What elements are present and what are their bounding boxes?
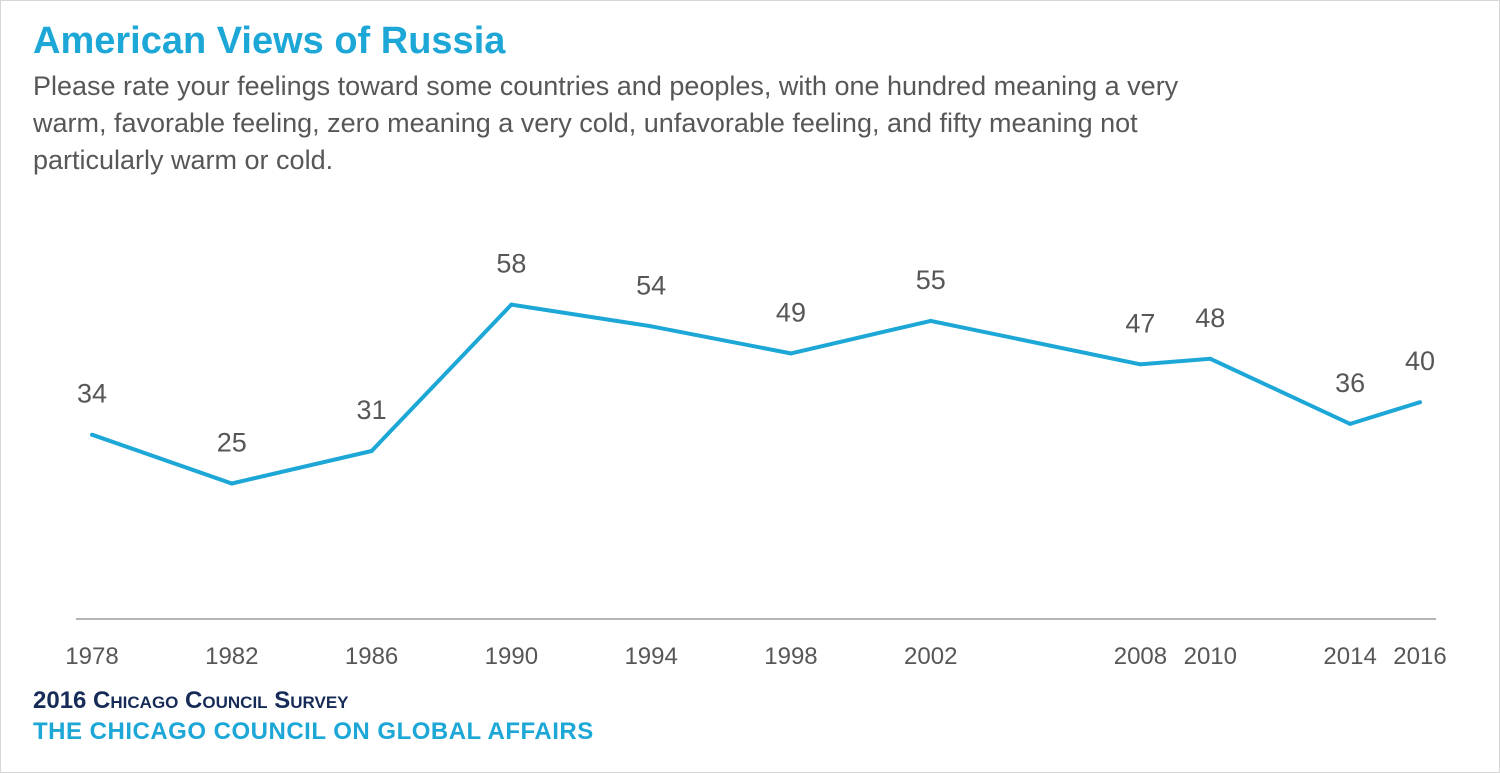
data-point — [1138, 362, 1143, 367]
x-tick-label: 1978 — [65, 643, 118, 670]
chart-title: American Views of Russia — [33, 20, 506, 62]
survey-source: 2016 Chicago Council Survey — [33, 687, 349, 714]
data-point — [509, 302, 514, 307]
data-label: 47 — [1125, 308, 1155, 338]
data-point — [928, 318, 933, 323]
data-point — [1418, 400, 1422, 405]
x-tick-label: 1986 — [345, 643, 398, 670]
data-label: 55 — [916, 265, 946, 295]
x-tick-label: 1990 — [485, 643, 538, 670]
x-tick-label: 1994 — [624, 643, 677, 670]
data-label: 31 — [357, 395, 387, 425]
x-tick-label: 2016 — [1393, 643, 1446, 670]
x-tick-label: 2014 — [1323, 643, 1376, 670]
data-label: 54 — [636, 270, 666, 300]
data-point — [229, 481, 234, 486]
data-label: 34 — [77, 379, 107, 409]
organization-name: THE CHICAGO COUNCIL ON GLOBAL AFFAIRS — [33, 718, 594, 745]
x-tick-label: 2010 — [1184, 643, 1237, 670]
data-label: 25 — [217, 428, 247, 458]
data-point — [1348, 421, 1353, 426]
data-point — [649, 324, 654, 329]
data-label: 36 — [1335, 368, 1365, 398]
data-point — [369, 448, 374, 453]
data-point — [1208, 356, 1213, 361]
data-label: 40 — [1405, 346, 1435, 376]
x-tick-label: 2002 — [904, 643, 957, 670]
chart-subtitle: Please rate your feelings toward some co… — [33, 71, 1179, 175]
data-label: 58 — [496, 249, 526, 279]
data-label: 49 — [776, 297, 806, 327]
data-point — [90, 432, 94, 437]
data-label: 48 — [1195, 303, 1225, 333]
x-tick-label: 2008 — [1114, 643, 1167, 670]
x-tick-label: 1982 — [205, 643, 258, 670]
x-tick-label: 1998 — [764, 643, 817, 670]
data-point — [788, 351, 793, 356]
